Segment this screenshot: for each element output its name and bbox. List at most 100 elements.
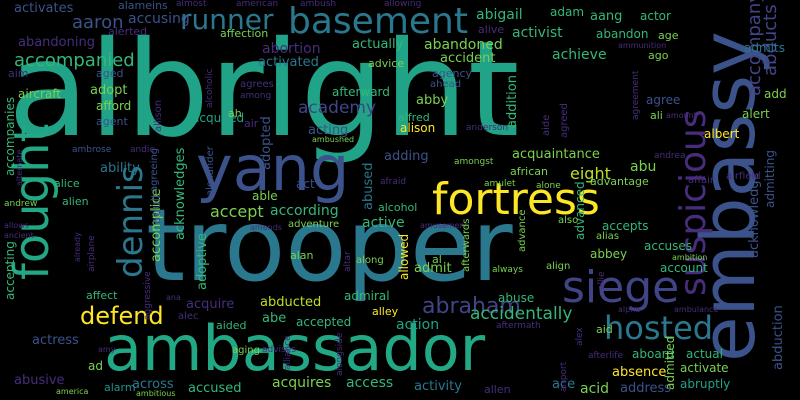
word-alameins: alameins <box>118 0 168 12</box>
word-able: able <box>252 189 278 203</box>
word-allowed: allowed <box>397 233 411 280</box>
word-activity: activity <box>414 379 462 394</box>
word-america: america <box>56 387 89 396</box>
word-alcohol: alcohol <box>378 201 418 214</box>
word-acquaintance: acquaintance <box>512 147 600 162</box>
word-alison: alison <box>400 121 436 135</box>
word-admits: admits <box>744 41 785 55</box>
word-accompanied: accompanied <box>14 50 135 71</box>
word-affair: affair <box>688 175 715 186</box>
word-dennis: dennis <box>111 165 151 278</box>
word-amends: amends <box>250 223 282 232</box>
word-alexander: alexander <box>205 146 216 196</box>
word-alliance: alliance <box>283 335 293 370</box>
word-agrees: agrees <box>240 79 274 90</box>
word-abortion: abortion <box>262 41 321 57</box>
word-ad: ad <box>88 359 103 373</box>
word-advanced: advanced <box>573 181 587 240</box>
word-adopt: adopt <box>90 83 128 98</box>
word-activate: activate <box>680 361 729 375</box>
word-activated: activated <box>258 55 319 70</box>
word-american: american <box>236 0 279 9</box>
word-ana: ana <box>166 293 181 302</box>
word-accepting: accepting <box>3 241 17 300</box>
word-abu: abu <box>630 159 657 175</box>
word-align: align <box>546 261 571 272</box>
word-act: act <box>296 177 315 191</box>
word-actually: actually <box>352 37 404 52</box>
word-siege: siege <box>562 262 680 313</box>
word-aftermath: aftermath <box>496 321 541 331</box>
word-according: according <box>270 203 339 219</box>
word-amount: amount <box>666 111 697 120</box>
word-acting: acting <box>308 123 349 138</box>
word-alpha: alpha <box>618 305 641 314</box>
word-andrea: andrea <box>654 151 686 161</box>
word-ah: ah <box>228 107 242 120</box>
word-acknowledge: acknowledge <box>747 172 762 258</box>
word-ancient: ancient <box>4 231 34 240</box>
word-defend: defend <box>80 302 164 330</box>
word-basement: basement <box>288 1 468 42</box>
word-eight: eight <box>570 164 611 183</box>
word-activates: activates <box>14 1 74 16</box>
word-agreed: agreed <box>559 102 570 138</box>
word-abigail: abigail <box>476 7 523 23</box>
word-admiral: admiral <box>344 289 390 303</box>
word-ali: ali <box>650 109 663 122</box>
word-advises: advises <box>262 345 296 355</box>
word-andie: andie <box>130 145 155 155</box>
word-already: already <box>73 232 82 262</box>
word-afford: afford <box>96 99 132 113</box>
word-aging: aging <box>232 345 260 356</box>
word-alley: alley <box>372 305 399 318</box>
word-alone: alone <box>536 181 561 191</box>
word-acid: acid <box>580 381 610 397</box>
word-adventure: adventure <box>288 219 340 230</box>
word-allie: allie <box>597 271 607 290</box>
word-yang: yang <box>196 132 350 205</box>
word-agreeing: agreeing <box>149 147 160 192</box>
word-along: along <box>356 255 384 266</box>
word-access: access <box>346 375 394 391</box>
word-alive: alive <box>478 23 505 36</box>
word-ahead: ahead <box>430 79 462 90</box>
word-acknowledges: acknowledges <box>173 147 188 240</box>
word-anderson: anderson <box>466 123 509 133</box>
word-advantage: advantage <box>590 175 649 188</box>
word-ambush: ambush <box>300 0 337 9</box>
word-ambition: ambition <box>672 253 708 262</box>
word-alice: alice <box>54 177 80 190</box>
word-afterlife: afterlife <box>588 351 623 361</box>
word-abruptly: abruptly <box>680 377 731 391</box>
word-airplane: airplane <box>87 235 97 272</box>
word-acquire: acquire <box>186 297 235 312</box>
word-accepted: accepted <box>296 315 352 329</box>
word-ammunition: ammunition <box>618 41 667 50</box>
word-agree: agree <box>646 93 681 107</box>
word-ambushed: ambushed <box>312 135 355 144</box>
word-alert: alert <box>742 107 770 121</box>
word-runner: runner <box>180 3 274 36</box>
word-age: age <box>658 29 679 42</box>
word-allowing: allowing <box>384 0 422 9</box>
word-airfield: airfield <box>726 171 761 182</box>
word-alongside: alongside <box>335 332 345 376</box>
word-air: air <box>244 117 259 130</box>
word-abbey: abbey <box>590 247 628 261</box>
word-alec: alec <box>178 311 199 322</box>
word-aggressive: aggressive <box>143 271 153 320</box>
word-always: always <box>492 265 523 275</box>
word-aged: aged <box>96 67 124 80</box>
word-abducted: abducted <box>260 295 322 310</box>
word-active: active <box>362 215 405 231</box>
word-amy: amy <box>98 345 116 354</box>
word-alarm: alarm <box>104 381 136 394</box>
word-ambassador: ambassador <box>104 312 486 385</box>
word-adopted: adopted <box>259 116 274 170</box>
word-accept: accept <box>210 202 264 221</box>
word-addition: addition <box>505 75 520 128</box>
word-achieve: achieve <box>552 47 607 63</box>
word-trooper: trooper <box>146 187 513 304</box>
word-alan: alan <box>290 249 314 262</box>
